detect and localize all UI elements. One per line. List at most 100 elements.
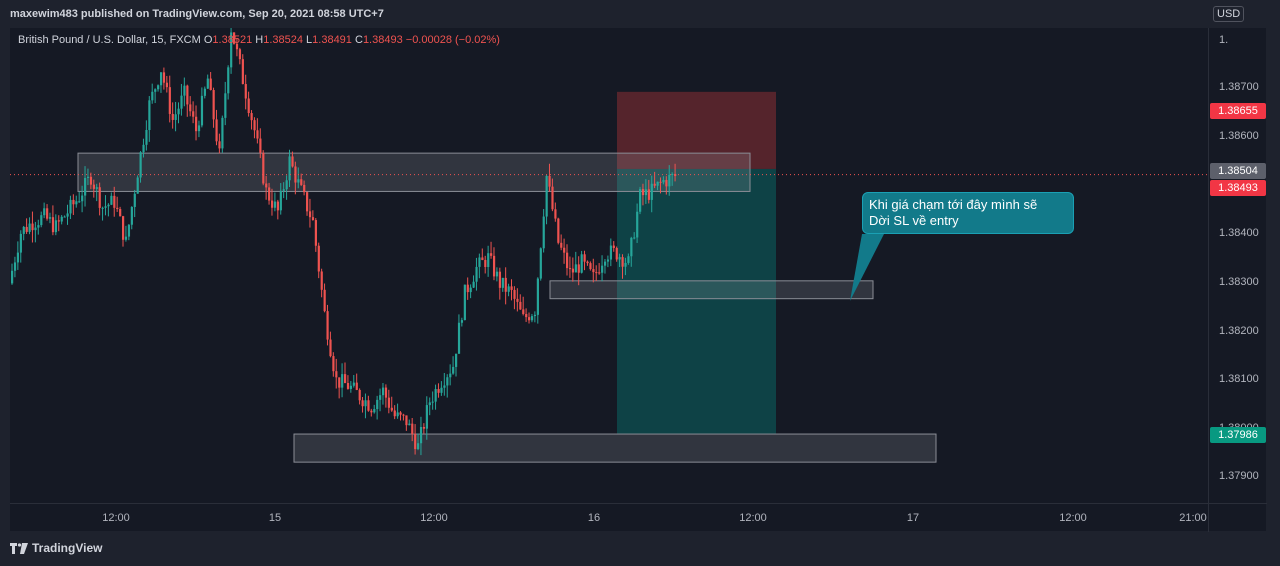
price-axis[interactable]: 1. 1.38700 1.38600 1.38400 1.38300 1.382…: [1208, 28, 1267, 503]
candle-down: [113, 195, 116, 208]
candle-down: [519, 301, 522, 310]
time-tick: 12:00: [102, 512, 130, 524]
candle-down: [647, 189, 650, 200]
candle-up: [37, 225, 40, 228]
candle-up: [630, 237, 633, 257]
candle-down: [548, 175, 551, 187]
candle-up: [145, 129, 148, 145]
candle-up: [457, 322, 461, 354]
candle-down: [615, 248, 618, 260]
candle-down: [308, 211, 312, 218]
candle-down: [306, 192, 309, 212]
candle-up: [154, 89, 157, 92]
candle-up: [656, 181, 659, 186]
candle-down: [212, 90, 215, 120]
candle-up: [495, 271, 499, 277]
candle-up: [40, 215, 43, 226]
candle-up: [463, 284, 466, 321]
candle-down: [384, 387, 388, 398]
candle-up: [101, 207, 104, 209]
candle-down: [390, 407, 393, 411]
candle-down: [326, 311, 329, 340]
time-tick: 12:00: [420, 512, 448, 524]
candle-down: [303, 184, 306, 193]
candle-down: [31, 223, 34, 231]
candle-down: [291, 156, 294, 167]
candle-up: [419, 426, 423, 444]
candle-down: [195, 116, 198, 132]
candle-up: [124, 236, 128, 240]
publish-header: maxewim483 published on TradingView.com,…: [0, 0, 1280, 28]
candle-down: [653, 183, 656, 186]
candle-down: [253, 120, 256, 131]
candle-down: [621, 257, 624, 267]
candle-down: [25, 226, 28, 232]
candle-down: [241, 59, 244, 85]
take-profit-zone: [617, 168, 776, 434]
candle-up: [107, 204, 110, 207]
candle-up: [341, 374, 344, 388]
candle-down: [89, 176, 93, 185]
note-line-2: Dời SL về entry: [869, 213, 959, 228]
candle-up: [352, 382, 355, 386]
candle-down: [186, 85, 189, 105]
time-axis[interactable]: 12:00 15 12:00 16 12:00 17 12:00 21:00: [10, 503, 1208, 532]
high-label: H: [255, 34, 264, 46]
candle-up: [668, 174, 671, 187]
candle-down: [247, 98, 250, 114]
candle-up: [376, 399, 379, 410]
candle-up: [282, 189, 285, 191]
candle-up: [533, 314, 537, 317]
candle-down: [566, 252, 569, 269]
candle-up: [104, 206, 107, 208]
candle-up: [22, 226, 25, 234]
price-change: −0.00028 (−0.02%): [405, 34, 500, 46]
candle-down: [399, 412, 402, 415]
candle-up: [54, 220, 58, 233]
candle-up: [624, 262, 627, 267]
candle-down: [168, 87, 171, 114]
candle-down: [551, 186, 554, 210]
candle-down: [490, 253, 493, 256]
candle-down: [583, 254, 586, 262]
close-label: C: [354, 34, 363, 46]
candle-up: [364, 400, 367, 407]
candle-up: [127, 224, 131, 237]
candle-up: [95, 187, 98, 189]
candle-up: [206, 78, 209, 89]
candle-down: [557, 218, 560, 243]
currency-button[interactable]: USD: [1213, 6, 1245, 22]
candle-down: [346, 382, 350, 389]
candle-down: [361, 400, 364, 407]
candle-up: [177, 108, 180, 115]
candle-down: [116, 207, 119, 210]
tradingview-logo[interactable]: TradingView: [10, 541, 102, 555]
candle-up: [349, 385, 353, 389]
candle-down: [233, 32, 236, 44]
candle-up: [603, 261, 607, 266]
candle-up: [151, 91, 154, 101]
last-price-tag: 1.38493: [1210, 180, 1266, 196]
candle-down: [393, 410, 396, 417]
entry-price-tag: 1.38504: [1210, 163, 1266, 179]
candle-up: [279, 190, 282, 211]
candle-up: [227, 67, 230, 94]
candle-down: [235, 43, 239, 50]
price-tick: 1.38100: [1219, 373, 1259, 385]
candle-down: [522, 309, 525, 314]
candle-down: [402, 414, 405, 416]
note-callout[interactable]: Khi giá chạm tới đây mình sẽ Dời SL về e…: [862, 192, 1074, 234]
candle-down: [589, 263, 592, 270]
price-tick-top: 1.: [1219, 34, 1229, 46]
candle-up: [81, 195, 84, 202]
price-tick: 1.38200: [1219, 325, 1259, 337]
candle-up: [200, 95, 204, 126]
candle-down: [300, 179, 303, 185]
candle-down: [259, 138, 262, 153]
candlestick-chart[interactable]: [10, 28, 1208, 503]
candle-down: [209, 78, 212, 91]
tradingview-logo-icon: [10, 543, 28, 555]
candle-up: [452, 366, 455, 374]
chart-plot-area[interactable]: British Pound / U.S. Dollar, 15, FXCM O1…: [10, 28, 1208, 503]
chart-frame[interactable]: British Pound / U.S. Dollar, 15, FXCM O1…: [10, 28, 1267, 532]
